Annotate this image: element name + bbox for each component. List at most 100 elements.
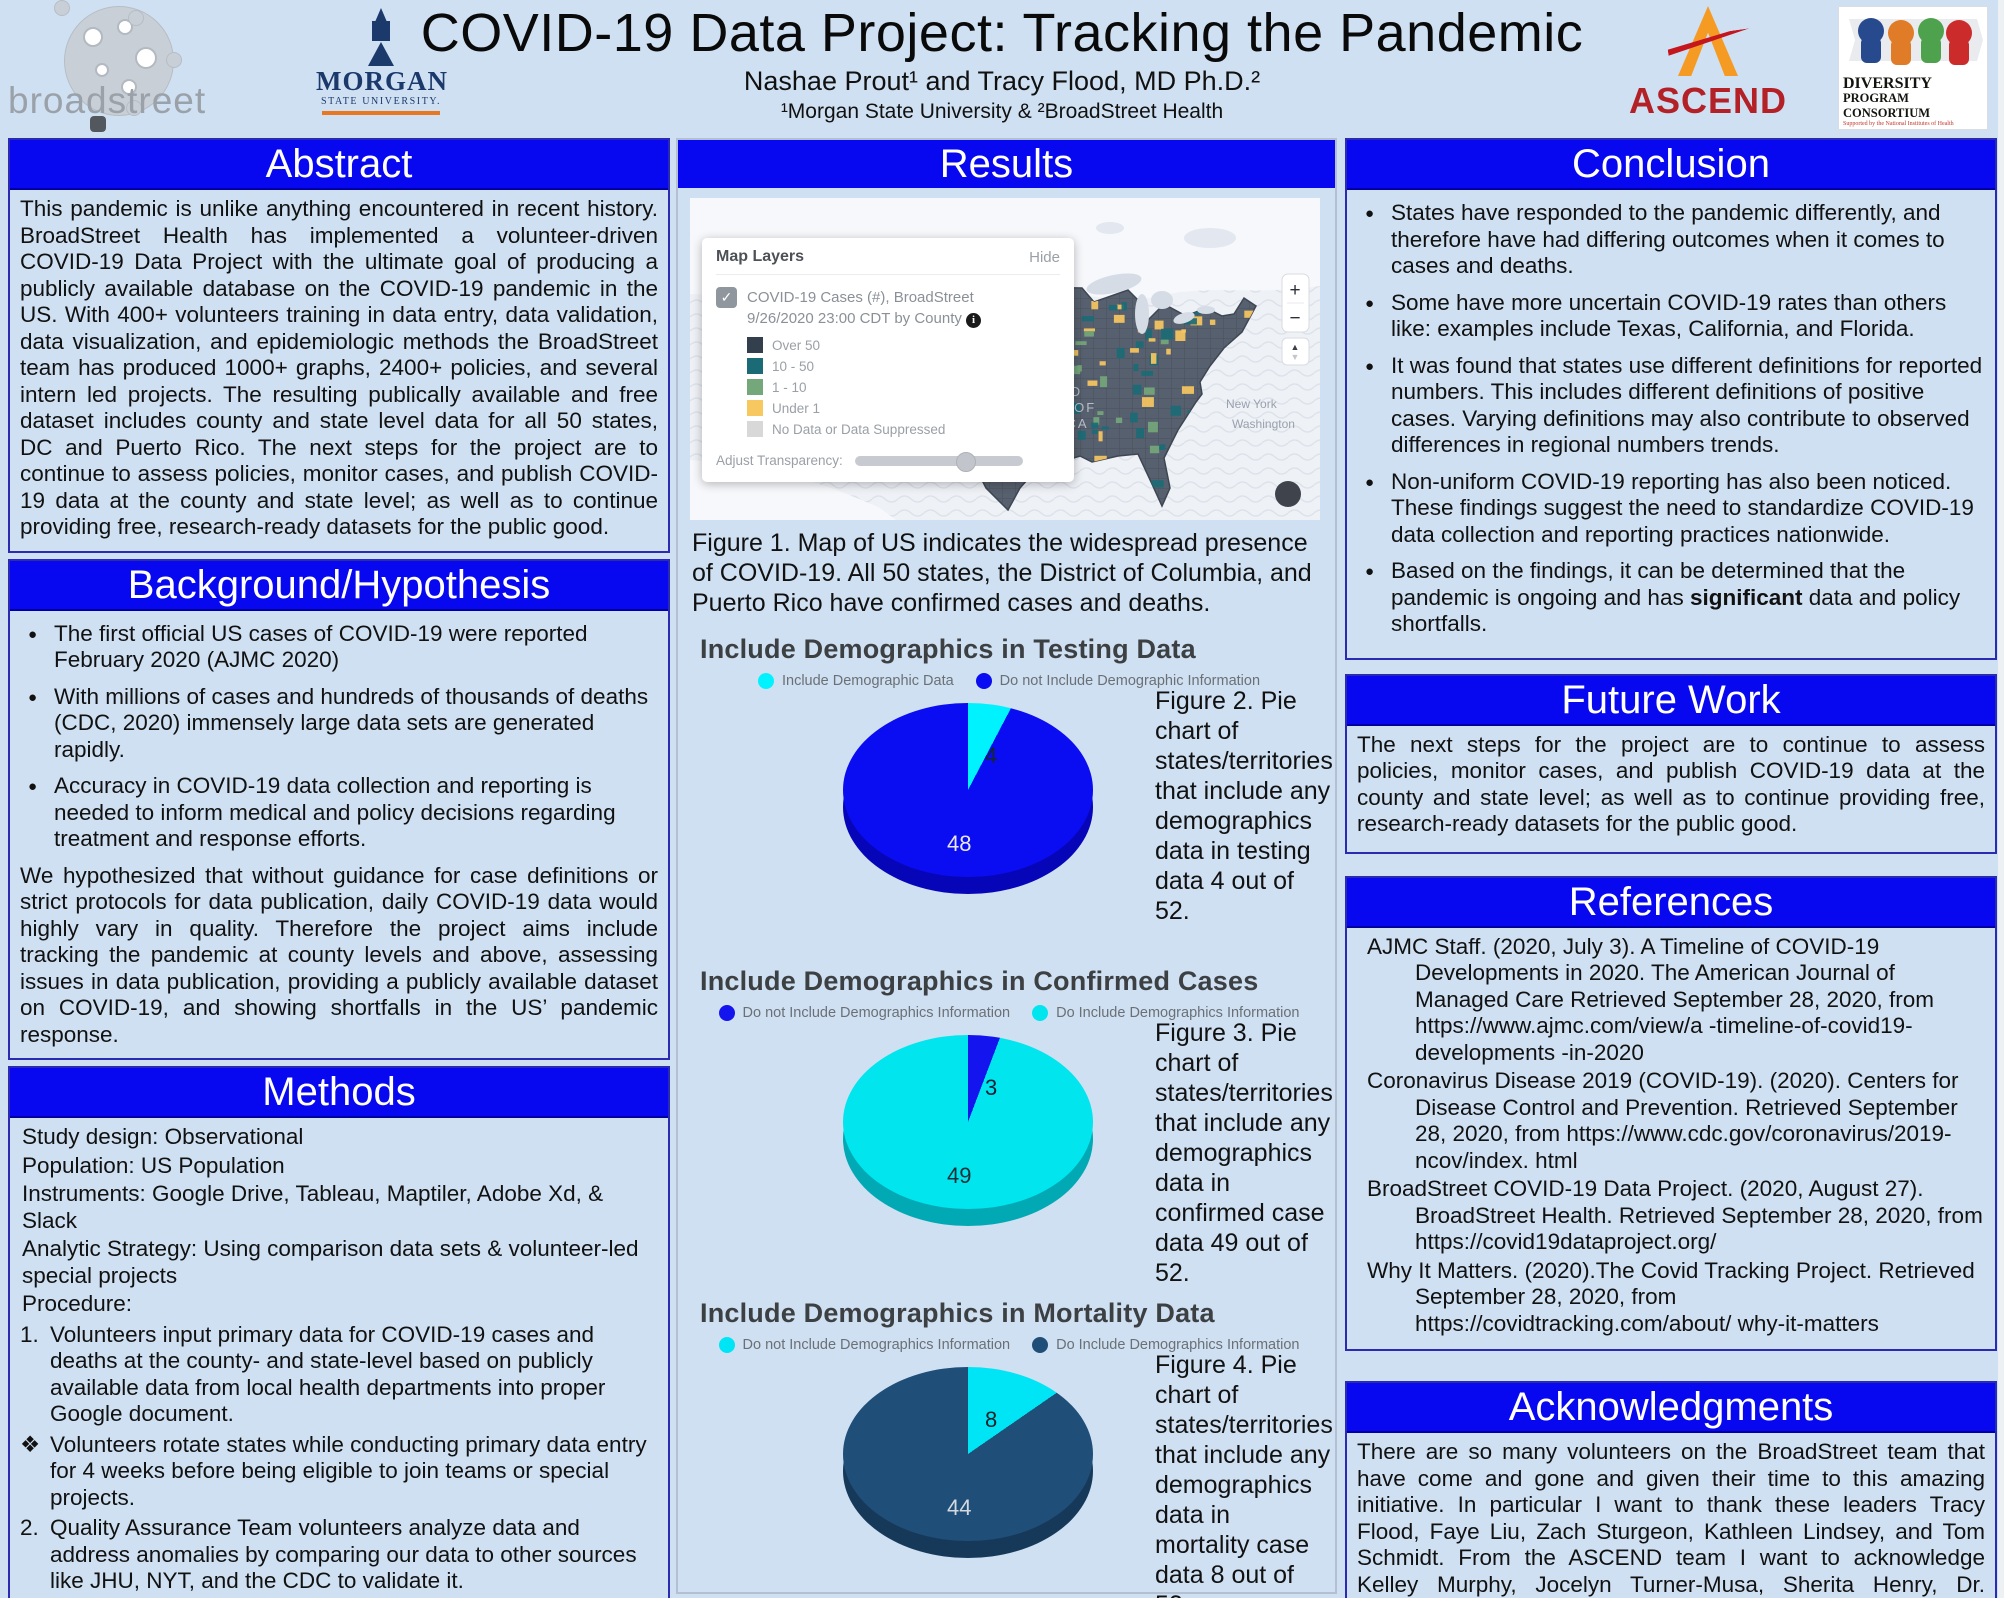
legend-label: Under 1 [772, 400, 821, 416]
legend-dot [975, 673, 992, 689]
section-results: Results [676, 138, 1337, 1598]
right-edge-strip [1998, 0, 2004, 1598]
testing-pie-figure: Include Demographics in Testing Data Inc… [678, 634, 1335, 950]
methods-item-marker: ❖ [20, 1431, 41, 1457]
dpc-heads-icon [1849, 18, 1983, 65]
layer-checkbox[interactable]: ✓ [716, 287, 737, 308]
abstract-heading: Abstract [10, 140, 668, 190]
poster-title: COVID-19 Data Project: Tracking the Pand… [420, 3, 1584, 63]
section-conclusion: Conclusion States have responded to the … [1345, 138, 1997, 660]
pie-chart-confirmed-cases: 3 49 [843, 1035, 1093, 1240]
background-heading: Background/Hypothesis [10, 560, 668, 611]
methods-item-marker: 2. [20, 1515, 39, 1540]
morgan-state-logo: MORGAN STATE UNIVERSITY. [316, 8, 447, 128]
zoom-in-button[interactable]: + [1289, 280, 1300, 301]
methods-heading: Methods [10, 1068, 668, 1118]
section-background: Background/Hypothesis The first official… [8, 558, 670, 1060]
poster-authors: Nashae Prout¹ and Tracy Flood, MD Ph.D.² [743, 66, 1261, 96]
morgan-tower-icon [366, 8, 396, 66]
morgan-subtitle: STATE UNIVERSITY. [320, 96, 442, 107]
chart-legend: Do not Include Demographics Information … [678, 1005, 1318, 1021]
conclusion-bullet: Some have more uncertain COVID-19 rates … [1365, 290, 1985, 343]
map-label-new-york: New York [1226, 397, 1278, 411]
legend-label: Do Include Demographics Information [1056, 1337, 1300, 1353]
dpc-line2: PROGRAM [1843, 91, 1909, 105]
hypothesis-paragraph: We hypothesized that without guidance fo… [20, 862, 658, 1047]
header: broadstreet MORGAN STATE UNIVERSITY. COV… [0, 0, 2004, 132]
hide-link[interactable]: Hide [1029, 248, 1060, 266]
background-bullets: The first official US cases of COVID-19 … [20, 621, 658, 853]
ascend-arrow-icon [1663, 6, 1753, 80]
background-bullet: Accuracy in COVID-19 data collection and… [28, 773, 658, 853]
svg-text:▼: ▼ [1291, 352, 1300, 362]
methods-item: 2. Quality Assurance Team volunteers ana… [20, 1515, 658, 1595]
legend-label: Do not Include Demographic Information [999, 673, 1261, 689]
figure3-caption: Figure 3. Pie chart of states/territorie… [1155, 1019, 1333, 1287]
conclusion-bullet: Based on the findings, it can be determi… [1365, 558, 1985, 638]
transparency-label: Adjust Transparency: [716, 453, 843, 468]
pie-value-small: 8 [985, 1407, 998, 1432]
ascend-wordmark: ASCEND [1628, 80, 1787, 121]
legend-label: No Data or Data Suppressed [772, 421, 946, 437]
confirmed-pie-figure: Include Demographics in Confirmed Cases … [678, 966, 1335, 1287]
legend-label: 10 - 50 [772, 358, 815, 374]
legend-dot [1032, 1005, 1049, 1021]
diversity-program-consortium-logo: DIVERSITY PROGRAM CONSORTIUM Supported b… [1838, 6, 1988, 130]
conclusion-heading: Conclusion [1347, 140, 1995, 190]
reference-item: AJMC Staff. (2020, July 3). A Timeline o… [1367, 933, 1935, 1065]
transparency-slider-knob[interactable] [955, 451, 976, 472]
conclusion-bullet: Non-uniform COVID-19 reporting has also … [1365, 469, 1985, 549]
dpc-line3: CONSORTIUM [1843, 106, 1931, 120]
results-heading: Results [678, 140, 1335, 188]
chart-title: Include Demographics in Confirmed Cases [700, 966, 1259, 996]
mortality-pie-figure: Include Demographics in Mortality Data D… [678, 1298, 1335, 1598]
legend-label: Do not Include Demographics Information [742, 1337, 1011, 1353]
zoom-out-button[interactable]: − [1289, 308, 1300, 329]
legend-label: Over 50 [772, 337, 821, 353]
reference-item: Coronavirus Disease 2019 (COVID-19). (20… [1367, 1068, 1959, 1173]
left-column: Abstract This pandemic is unlike anythin… [8, 138, 670, 1598]
reference-item: BroadStreet COVID-19 Data Project. (2020… [1367, 1176, 1983, 1254]
chart-title: Include Demographics in Mortality Data [700, 1298, 1215, 1328]
section-methods: Methods Study design: Observational Popu… [8, 1066, 670, 1598]
legend-swatch [747, 421, 763, 437]
pie-chart-testing: 4 48 [843, 703, 1093, 908]
map-legend: Over 50 10 - 50 1 - 10 Under 1 No Data o… [747, 337, 1060, 437]
map-zoom-controls[interactable]: + − [1281, 273, 1310, 333]
pie-value-big: 48 [947, 831, 972, 856]
broadstreet-logo-dot [90, 116, 106, 132]
future-work-heading: Future Work [1347, 675, 1995, 726]
methods-item-text: Volunteers rotate states while conductin… [50, 1431, 647, 1510]
pie-disk [843, 703, 1093, 877]
methods-line: Procedure: [22, 1291, 133, 1316]
conclusion-bullet: It was found that states use different d… [1365, 353, 1985, 459]
morgan-rule [322, 111, 440, 115]
chart-legend: Include Demographic Data Do not Include … [678, 673, 1318, 689]
pie-disk [843, 1035, 1093, 1209]
legend-label: 1 - 10 [772, 379, 807, 395]
pie-value-big: 49 [947, 1163, 972, 1188]
methods-line: Analytic Strategy: Using comparison data… [22, 1236, 639, 1288]
layer-label: COVID-19 Cases (#), BroadStreet 9/26/202… [747, 287, 982, 329]
background-bullet: The first official US cases of COVID-19 … [28, 621, 658, 674]
map-layers-title: Map Layers [716, 248, 805, 265]
poster-affiliations: ¹Morgan State University & ²BroadStreet … [780, 100, 1224, 123]
svg-text:▲: ▲ [1291, 342, 1300, 352]
map-layers-panel: Map Layers Hide ✓ COVID-19 Cases (#), Br… [702, 238, 1074, 482]
dpc-line1: DIVERSITY [1843, 75, 1932, 92]
reference-item: Why It Matters. (2020).The Covid Trackin… [1367, 1257, 1975, 1336]
pie-disk [843, 1367, 1093, 1541]
figure4-caption: Figure 4. Pie chart of states/territorie… [1155, 1351, 1333, 1598]
transparency-slider[interactable] [854, 451, 1023, 472]
map-locate-button[interactable] [1275, 481, 1301, 507]
figure2-caption: Figure 2. Pie chart of states/territorie… [1155, 687, 1333, 925]
pie-value-small: 4 [985, 743, 998, 768]
methods-line: Population: US Population [22, 1152, 285, 1178]
ascend-logo: ASCEND [1618, 6, 1798, 128]
section-references: References AJMC Staff. (2020, July 3). A… [1345, 875, 1997, 1351]
map-compass-button[interactable]: ▲ ▼ [1281, 337, 1310, 366]
pie-chart-mortality: 8 44 [843, 1367, 1093, 1572]
methods-item: 1. Volunteers input primary data for COV… [20, 1322, 658, 1428]
info-icon[interactable]: i [966, 313, 982, 328]
